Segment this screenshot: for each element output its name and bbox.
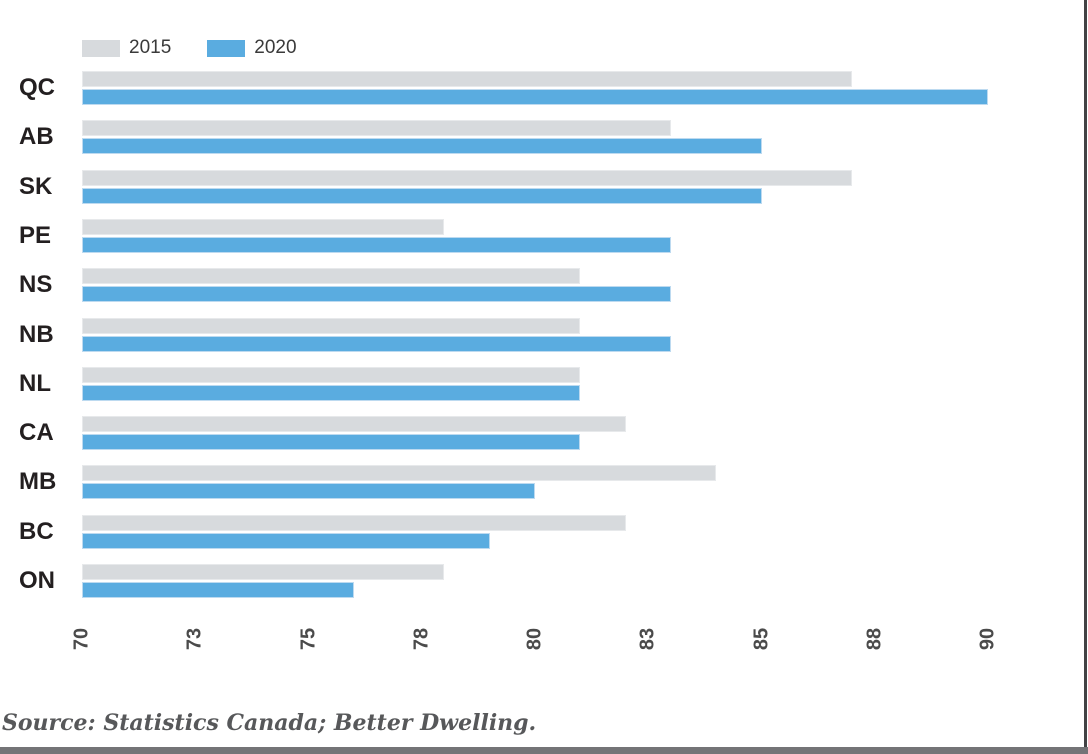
bar-ab-2020 [82, 138, 762, 155]
category-label-sk: SK [19, 172, 53, 200]
category-label-ab: AB [19, 123, 54, 151]
bar-ca-2015 [82, 416, 626, 433]
bar-on-2015 [82, 564, 444, 580]
bar-sk-2020 [82, 187, 762, 204]
x-tick-label-88: 88 [863, 627, 886, 651]
bar-qc-2020 [82, 89, 988, 105]
chart-legend: 2015 2020 [82, 37, 333, 59]
category-label-pe: PE [19, 221, 52, 249]
x-tick-label-75: 75 [297, 627, 319, 651]
legend-label-2015: 2015 [129, 37, 172, 58]
category-label-ca: CA [19, 419, 54, 447]
bar-sk-2015 [82, 169, 852, 186]
x-tick-label-70: 70 [70, 627, 93, 651]
bar-ab-2015 [82, 120, 671, 137]
category-label-qc: QC [19, 74, 55, 101]
bar-pe-2015 [82, 218, 444, 235]
category-label-mb: MB [19, 468, 57, 496]
frame-bottom-bar [0, 747, 1088, 754]
x-tick-label-90: 90 [976, 627, 999, 651]
bar-qc-2015 [82, 71, 852, 87]
category-label-on: ON [19, 567, 55, 594]
bar-nb-2015 [82, 317, 580, 334]
bar-nl-2015 [82, 366, 580, 383]
legend-swatch-2020 [207, 39, 246, 57]
x-tick-label-85: 85 [750, 627, 772, 651]
source-caption: Source: Statistics Canada; Better Dwelli… [2, 710, 537, 736]
x-tick-label-78: 78 [410, 627, 433, 651]
bar-nl-2020 [82, 384, 580, 401]
bar-mb-2015 [82, 465, 716, 482]
legend-label-2020: 2020 [254, 37, 297, 58]
bar-ca-2020 [82, 434, 580, 451]
bar-nb-2020 [82, 335, 671, 352]
bar-on-2020 [82, 582, 354, 598]
category-label-nl: NL [19, 369, 51, 397]
bar-mb-2020 [82, 483, 535, 500]
category-label-ns: NS [19, 271, 53, 299]
x-tick-label-83: 83 [636, 627, 659, 651]
x-tick-label-73: 73 [183, 627, 206, 651]
bar-bc-2020 [82, 532, 490, 549]
bar-ns-2020 [82, 286, 671, 303]
bar-bc-2015 [82, 514, 626, 531]
legend-swatch-2015 [82, 39, 120, 57]
category-label-nb: NB [19, 320, 54, 348]
x-tick-label-80: 80 [523, 627, 546, 651]
category-label-bc: BC [19, 517, 54, 545]
bar-ns-2015 [82, 268, 580, 285]
frame-right-border [1084, 0, 1087, 754]
bar-pe-2020 [82, 236, 671, 253]
